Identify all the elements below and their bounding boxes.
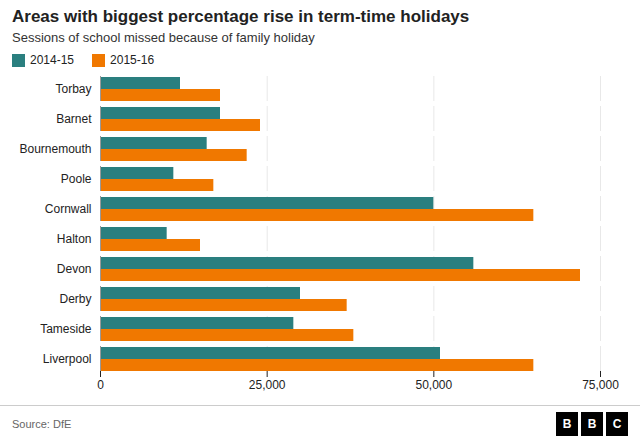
html-text:B: B	[562, 417, 572, 431]
svg-text:50,000: 50,000	[415, 378, 452, 392]
svg-text:Barnet: Barnet	[56, 112, 92, 126]
html-text:Areas with biggest percentage: Areas with biggest percentage rise in te…	[12, 7, 470, 26]
html-text:2014-15: 2014-15	[30, 53, 74, 67]
svg-text:Tameside: Tameside	[40, 322, 92, 336]
html-text:2015-16: 2015-16	[110, 53, 155, 67]
html-text:Sessions of school missed beca: Sessions of school missed because of fam…	[12, 30, 315, 45]
html-text:C: C	[612, 417, 622, 431]
svg-text:75,000: 75,000	[582, 378, 619, 392]
html-text:Source: DfE: Source: DfE	[12, 418, 72, 430]
svg-text:Devon: Devon	[57, 262, 92, 276]
svg-text:25,000: 25,000	[249, 378, 286, 392]
svg-text:Cornwall: Cornwall	[45, 202, 92, 216]
svg-text:0: 0	[97, 378, 104, 392]
svg-text:Derby: Derby	[59, 292, 91, 306]
svg-text:Poole: Poole	[61, 172, 92, 186]
svg-text:Halton: Halton	[57, 232, 92, 246]
svg-text:Bournemouth: Bournemouth	[19, 142, 91, 156]
html-text:B: B	[587, 417, 597, 431]
svg-text:Torbay: Torbay	[55, 82, 91, 96]
svg-text:Liverpool: Liverpool	[43, 352, 92, 366]
